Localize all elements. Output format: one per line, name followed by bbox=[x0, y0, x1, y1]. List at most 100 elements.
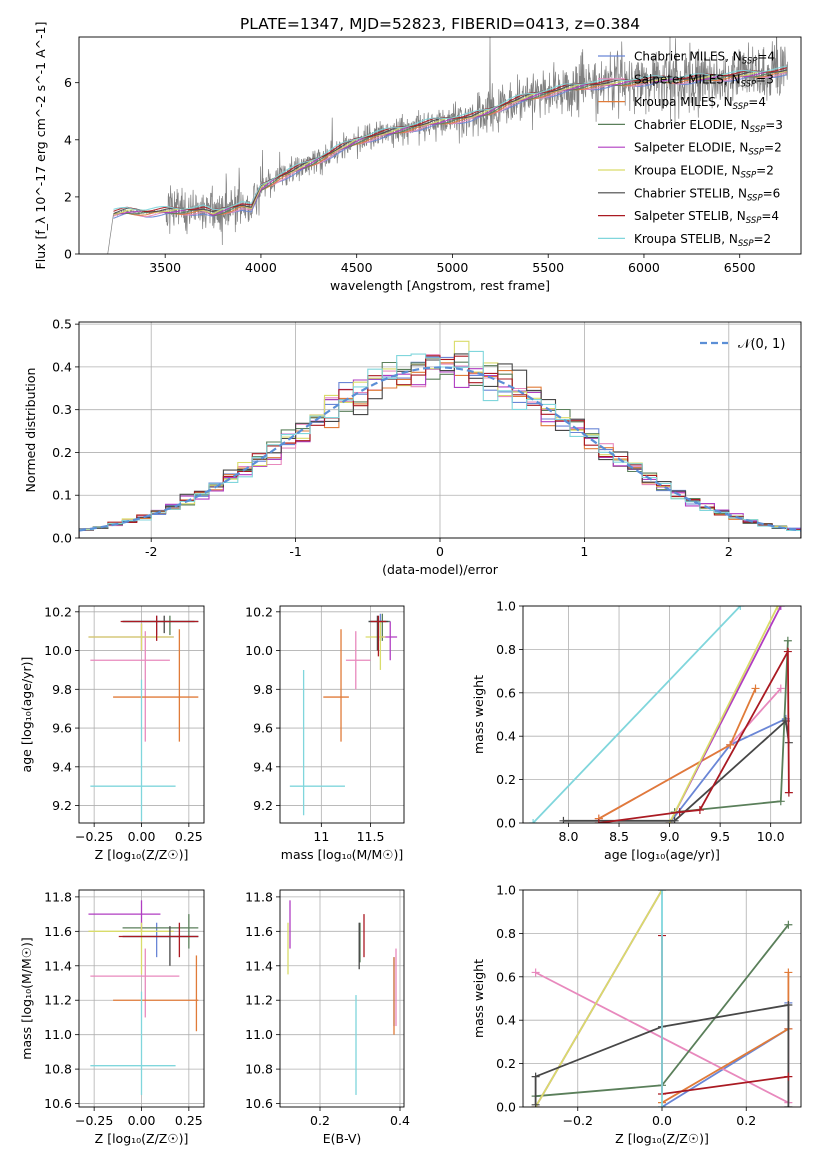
spectrum-xtick-label: 6000 bbox=[628, 260, 660, 275]
age_vs_Z-ytick-label: 9.6 bbox=[52, 721, 72, 736]
spectrum-xtick-label: 3500 bbox=[149, 260, 181, 275]
residuals-plot-area bbox=[79, 340, 801, 538]
weight_vs_Z-ytick-label: 0.6 bbox=[496, 969, 516, 984]
age_vs_mass-point bbox=[345, 631, 371, 690]
weight_vs_age-series-salpeter-stelib bbox=[594, 647, 793, 823]
weight_vs_age-xtick-label: 9.0 bbox=[660, 829, 680, 844]
mass_vs_EBV-axes: 0.2 0.4 10.6 10.8 11.0 11.2 11.4 11.6 11.8 E(B-V) bbox=[245, 889, 410, 1146]
weight_vs_age-marker bbox=[783, 647, 792, 656]
mass_vs_Z-ytick-label: 11.8 bbox=[44, 889, 72, 904]
spectrum-model-5 bbox=[113, 70, 787, 216]
weight_vs_age-ytick-label: 0.6 bbox=[496, 685, 516, 700]
residuals-xtick-label: 2 bbox=[725, 544, 733, 559]
weight_vs_age-marker bbox=[784, 788, 793, 797]
mass_vs_Z-xlabel: Z [log₁₀(Z/Z☉)] bbox=[95, 1131, 189, 1146]
weight_vs_age-ytick-label: 0.2 bbox=[496, 772, 516, 787]
spectrum-ytick-label: 2 bbox=[64, 189, 72, 204]
residuals-legend: 𝒩(0, 1) bbox=[700, 337, 785, 352]
spectrum-model-9 bbox=[113, 65, 787, 211]
mass_vs_Z-axes: −0.25 0.00 0.25 10.6 10.8 11.0 11.2 11.4 11.6 11.… bbox=[19, 889, 204, 1146]
spectrum-ytick-label: 4 bbox=[64, 132, 72, 147]
age_vs_Z-xtick-label: 0.00 bbox=[128, 829, 156, 844]
weight_vs_Z-xlabel: Z [log₁₀(Z/Z☉)] bbox=[615, 1131, 709, 1146]
age_vs_mass-axes: 11 11.5 9.2 9.4 9.6 9.8 10.0 10.2 mass [log₁₀(M/… bbox=[245, 604, 404, 862]
spectrum-xtick-label: 4000 bbox=[245, 260, 277, 275]
residuals-ytick-label: 0.1 bbox=[52, 488, 72, 503]
age_vs_Z-ytick-label: 9.4 bbox=[52, 759, 72, 774]
weight_vs_Z-marker bbox=[784, 1072, 793, 1081]
spectrum-legend-label: Salpeter STELIB, NSSP=4 bbox=[634, 209, 779, 226]
spectrum-axes: 3500 4000 4500 5000 5500 6000 6500 0 2 4 6 waveleng… bbox=[33, 22, 756, 293]
weight_vs_age-frame bbox=[522, 605, 802, 824]
mass_vs_Z-frame bbox=[78, 889, 205, 1108]
mass_vs_Z-ylabel: mass [log₁₀(M/M☉)] bbox=[19, 937, 34, 1059]
weight_vs_age-series-chabrier-elodie bbox=[670, 636, 792, 817]
weight_vs_age-xlabel: age [log₁₀(age/yr)] bbox=[604, 847, 720, 862]
weight_vs_age-series-salpeter-miles bbox=[594, 684, 785, 823]
weight_vs_age-marker bbox=[594, 819, 603, 823]
weight_vs_Z-ylabel: mass weight bbox=[471, 959, 486, 1038]
weight_vs_Z-ytick-label: 0.0 bbox=[496, 1100, 516, 1115]
weight_vs_Z-series-kroupa-elodie bbox=[531, 890, 666, 1107]
weight_vs_Z-marker bbox=[658, 890, 666, 894]
weight_vs_Z-marker bbox=[784, 920, 793, 929]
residuals-frame bbox=[78, 321, 802, 539]
weight_vs_Z-marker bbox=[531, 968, 540, 977]
spectrum-xlabel: wavelength [Angstrom, rest frame] bbox=[330, 278, 550, 293]
spectrum-ytick-label: 0 bbox=[64, 247, 72, 262]
mass_vs_EBV-ytick-label: 11.6 bbox=[245, 924, 273, 939]
mass_vs_EBV-ytick-label: 11.8 bbox=[245, 889, 273, 904]
weight_vs_Z-series-kroupa-stelib bbox=[658, 890, 666, 1107]
weight_vs_age-plot-area bbox=[529, 606, 793, 823]
weight_vs_age-series-kroupa-stelib bbox=[529, 606, 745, 823]
age_vs_mass-xtick-label: 11.5 bbox=[357, 829, 385, 844]
age_vs_mass-ytick-label: 9.4 bbox=[253, 759, 273, 774]
spectrum-legend-label: Salpeter ELODIE, NSSP=2 bbox=[634, 141, 782, 158]
age_vs_mass-plot-area bbox=[289, 613, 398, 816]
mass_vs_Z-xtick-label: −0.25 bbox=[75, 1113, 113, 1128]
residuals-ytick-label: 0.3 bbox=[52, 402, 72, 417]
age_vs_Z-point bbox=[120, 615, 199, 641]
mass_vs_EBV-ytick-label: 11.4 bbox=[245, 958, 273, 973]
residuals-ytick-label: 0.2 bbox=[52, 445, 72, 460]
spectrum-legend-label: Kroupa ELODIE, NSSP=2 bbox=[634, 164, 774, 181]
age_vs_Z-plot-area bbox=[88, 615, 199, 822]
residuals-ytick-label: 0.4 bbox=[52, 359, 72, 374]
weight_vs_age-marker bbox=[776, 684, 785, 693]
mass_vs_EBV-xtick-label: 0.2 bbox=[310, 1113, 330, 1128]
weight_vs_Z-axes: −0.2 0.0 0.2 0.0 0.2 0.4 0.6 0.8 1.0 Z [log₁₀(Z/Z… bbox=[471, 883, 801, 1146]
normal-curve bbox=[79, 366, 801, 532]
weight_vs_age-marker bbox=[695, 805, 704, 814]
spectrum-xtick-label: 6500 bbox=[724, 260, 756, 275]
age_vs_mass-xtick-label: 11 bbox=[313, 829, 329, 844]
age_vs_mass-point bbox=[365, 621, 386, 670]
mass_vs_EBV-ytick-label: 11.0 bbox=[245, 1027, 273, 1042]
weight_vs_Z-xtick-label: 0.2 bbox=[736, 1113, 756, 1128]
mass_vs_EBV-ytick-label: 10.8 bbox=[245, 1062, 273, 1077]
age_vs_Z-xtick-label: 0.25 bbox=[175, 829, 203, 844]
weight_vs_age-ytick-label: 0.0 bbox=[496, 816, 516, 831]
spectrum-xtick-label: 5500 bbox=[532, 260, 564, 275]
weight_vs_Z-ytick-label: 0.4 bbox=[496, 1013, 516, 1028]
spectrum-xtick-label: 4500 bbox=[341, 260, 373, 275]
age_vs_mass-point bbox=[289, 669, 345, 816]
residuals-ylabel: Normed distribution bbox=[23, 368, 38, 493]
age_vs_Z-point bbox=[122, 615, 195, 636]
age_vs_Z-ytick-label: 9.2 bbox=[52, 798, 72, 813]
age_vs_Z-point bbox=[113, 629, 199, 742]
age_vs_Z-point bbox=[90, 679, 176, 822]
residuals-ytick-label: 0.0 bbox=[52, 531, 72, 546]
weight_vs_Z-series-line bbox=[534, 890, 663, 1107]
age_vs_Z-ytick-label: 9.8 bbox=[52, 682, 72, 697]
mass_vs_EBV-frame bbox=[279, 889, 405, 1108]
age_vs_mass-frame bbox=[279, 605, 405, 824]
weight_vs_Z-marker bbox=[784, 968, 793, 977]
mass_vs_Z-xtick-label: 0.00 bbox=[128, 1113, 156, 1128]
age_vs_mass-point bbox=[370, 615, 387, 657]
residuals-xlabel: (data-model)/error bbox=[382, 562, 499, 577]
residuals-legend-label: 𝒩(0, 1) bbox=[738, 337, 785, 352]
weight_vs_age-marker bbox=[670, 816, 679, 823]
weight_vs_Z-xtick-label: −0.2 bbox=[563, 1113, 593, 1128]
mass_vs_Z-ytick-label: 11.2 bbox=[44, 993, 72, 1008]
